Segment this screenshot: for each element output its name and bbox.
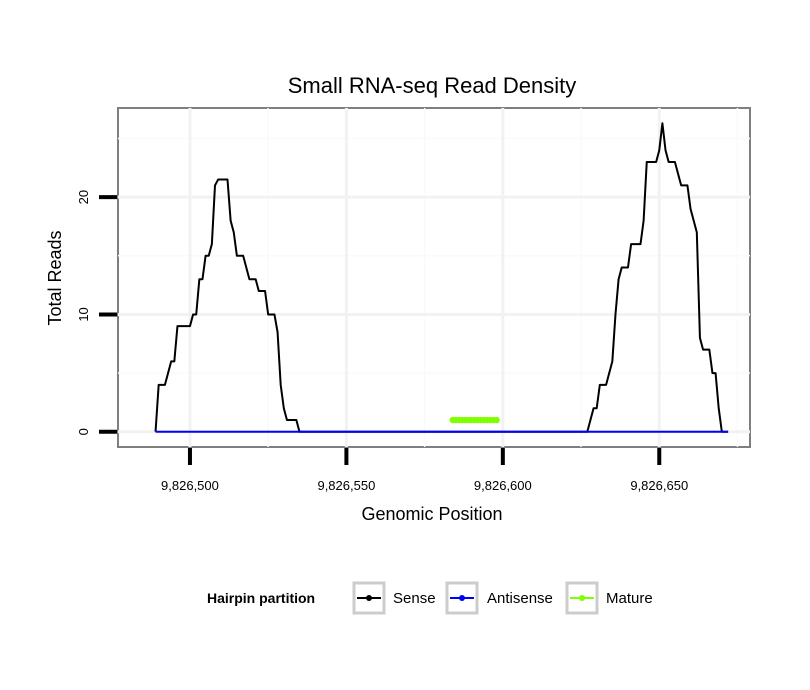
y-axis: 0 10 20	[76, 190, 117, 435]
legend-label-antisense: Antisense	[487, 590, 553, 607]
legend: Hairpin partition Sense Antisense Mature	[207, 581, 653, 615]
series-layer	[154, 122, 729, 433]
legend-point-antisense	[459, 595, 465, 601]
x-tick-label: 9,826,500	[161, 478, 219, 493]
legend-label-sense: Sense	[393, 590, 436, 607]
y-tick-label: 20	[76, 190, 91, 204]
chart-title: Small RNA-seq Read Density	[288, 73, 577, 98]
legend-point-sense	[366, 595, 372, 601]
x-tick-label: 9,826,550	[317, 478, 375, 493]
legend-title: Hairpin partition	[207, 590, 315, 606]
legend-entry-sense: Sense	[352, 581, 436, 615]
x-tick-label: 9,826,600	[474, 478, 532, 493]
panel-border	[117, 107, 751, 448]
x-axis-title: Genomic Position	[361, 504, 502, 524]
x-axis: 9,826,500 9,826,550 9,826,600 9,826,650	[161, 448, 688, 493]
y-tick-label: 0	[76, 428, 91, 435]
plot-panel	[117, 107, 751, 448]
data-point-mature	[493, 416, 500, 424]
legend-entry-antisense: Antisense	[445, 581, 553, 615]
x-tick-label: 9,826,650	[630, 478, 688, 493]
legend-entry-mature: Mature	[565, 581, 653, 615]
legend-label-mature: Mature	[606, 590, 653, 607]
y-tick-label: 10	[76, 307, 91, 321]
legend-point-mature	[579, 595, 585, 601]
y-axis-title: Total Reads	[45, 230, 65, 325]
